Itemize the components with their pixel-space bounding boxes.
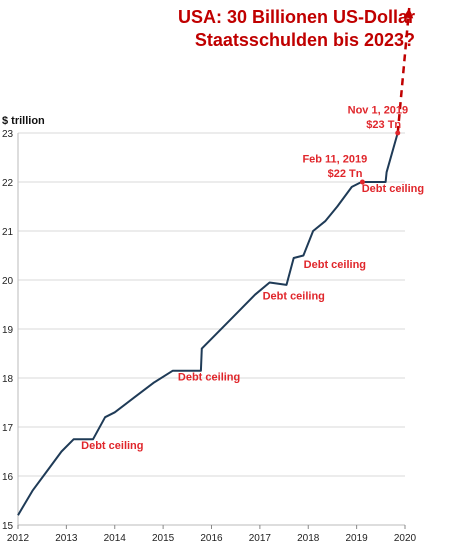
- x-tick-label: 2015: [152, 533, 175, 544]
- annotation-label: $23 Tn: [366, 119, 401, 131]
- series-layer: [17, 7, 414, 516]
- highlight-point: [359, 179, 365, 185]
- x-tick-label: 2018: [297, 533, 320, 544]
- annotation-label: Debt ceiling: [81, 440, 143, 452]
- annotation-label: Feb 11, 2019: [302, 153, 367, 165]
- x-tick-label: 2013: [55, 533, 78, 544]
- projection-arrow-head: [403, 8, 414, 19]
- annotation-label: $22 Tn: [328, 168, 363, 180]
- y-tick-label: 22: [2, 178, 14, 189]
- annotation-label: Debt ceiling: [304, 259, 366, 271]
- y-tick-label: 21: [2, 227, 14, 238]
- headline-line-1: USA: 30 Billionen US-Dollar: [177, 7, 415, 27]
- y-tick-label: 23: [2, 129, 14, 140]
- debt-series-line: [17, 132, 399, 516]
- annotation-label: Debt ceiling: [178, 371, 240, 383]
- projection-arrow-line: [396, 7, 411, 134]
- headline: USA: 30 Billionen US-Dollar Staatsschuld…: [115, 6, 415, 52]
- x-tick-label: 2020: [394, 533, 417, 544]
- y-tick-label: 20: [2, 276, 14, 287]
- annotation-label: Debt ceiling: [362, 183, 424, 195]
- gridlines: [17, 132, 405, 526]
- annotations-layer: Debt ceiling Debt ceiling Debt ceiling Debt…: [81, 104, 424, 452]
- x-tick-label: 2019: [346, 533, 369, 544]
- highlight-point: [395, 130, 401, 136]
- y-tick-label: 19: [2, 325, 14, 336]
- y-tick-label: 16: [2, 472, 14, 483]
- x-tick-label: 2017: [249, 533, 272, 544]
- x-axis-ticks: 2012 2013 2014 2015 2016 2017 2018 2019 2020: [7, 525, 417, 544]
- x-tick-label: 2016: [200, 533, 223, 544]
- y-axis-label: $ trillion: [2, 115, 45, 127]
- annotation-label: Debt ceiling: [263, 291, 325, 303]
- headline-line-2: Staatsschulden bis 2023?: [194, 30, 415, 50]
- x-tick-label: 2014: [104, 533, 127, 544]
- y-tick-label: 17: [2, 423, 14, 434]
- annotation-label: Nov 1, 2019: [348, 104, 409, 116]
- y-tick-label: 18: [2, 374, 14, 385]
- x-tick-label: 2012: [7, 533, 30, 544]
- y-axis-ticks: 15 16 17 18 19 20 21 22 23: [2, 129, 14, 532]
- y-tick-label: 15: [2, 521, 14, 532]
